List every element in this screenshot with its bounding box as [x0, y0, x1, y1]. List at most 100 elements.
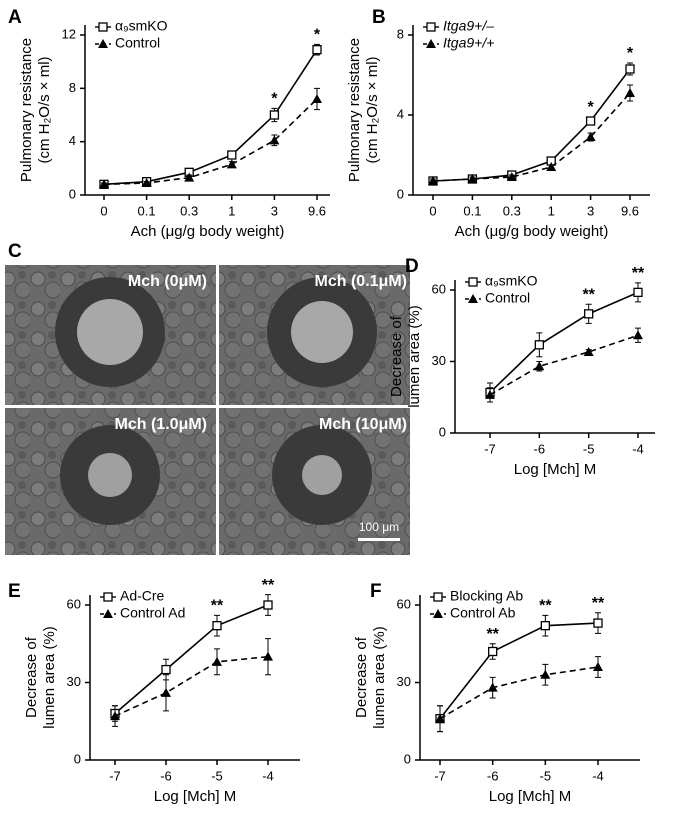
significance: **: [582, 287, 595, 304]
marker: [488, 646, 498, 657]
x-tick-label: -4: [262, 768, 274, 783]
divider: [216, 265, 219, 555]
legend-label: Control: [485, 290, 530, 306]
panel-label: B: [372, 7, 386, 28]
marker: [161, 687, 171, 697]
legend-label: Itga9+/–: [443, 18, 494, 34]
marker: [433, 592, 443, 602]
marker: [212, 621, 222, 631]
marker: [269, 110, 280, 120]
marker: [263, 651, 273, 661]
significance: *: [587, 99, 594, 116]
x-tick-label: -6: [534, 441, 546, 456]
legend-label: Control: [115, 35, 160, 51]
marker: [625, 88, 635, 97]
y-tick-label: 8: [69, 80, 76, 95]
x-tick-label: -6: [160, 768, 172, 783]
significance: *: [314, 27, 321, 44]
y-tick-label: 8: [397, 26, 404, 41]
marker: [593, 618, 603, 628]
x-tick-label: 9.6: [621, 203, 639, 218]
airway-lumen: [302, 455, 342, 495]
series-line: [114, 655, 269, 717]
micrograph-panel: Mch (0μM) Mch (0.1μM) Mch (1.0μM) Mch (1…: [5, 241, 410, 555]
x-tick-label: 9.6: [308, 203, 326, 218]
series-line: [489, 334, 639, 396]
significance: **: [539, 598, 552, 615]
y-tick-label: 60: [432, 281, 446, 296]
marker: [103, 592, 113, 602]
x-tick-label: -7: [434, 768, 446, 783]
significance: **: [632, 265, 645, 282]
marker: [583, 346, 594, 356]
marker: [226, 159, 237, 169]
caption: Mch (0.1μM): [315, 273, 407, 290]
airway-lumen: [77, 299, 143, 365]
marker: [633, 330, 643, 340]
y-axis-label: Decrease of: [353, 636, 370, 718]
x-axis-label: Ach (μg/g body weight): [455, 223, 609, 240]
marker: [435, 713, 445, 723]
significance: **: [486, 626, 499, 643]
y-tick-label: 4: [397, 106, 404, 121]
series-line: [103, 98, 318, 186]
chart: A 0 4 8 12 0 0.1 0.3 1 3 9.6 Ach (μg/g body weight)…: [8, 7, 330, 240]
x-axis-label: Log [Mch] M: [154, 788, 237, 805]
marker: [593, 662, 603, 671]
panel-label: C: [8, 241, 22, 262]
series-line: [432, 92, 631, 182]
marker: [540, 621, 550, 631]
x-tick-label: 3: [587, 203, 594, 218]
x-tick-label: -5: [583, 441, 595, 456]
marker: [110, 711, 120, 721]
marker: [312, 45, 322, 55]
legend-label: α₉smKO: [115, 18, 168, 34]
y-tick-label: 30: [67, 674, 81, 689]
significance: *: [271, 91, 278, 108]
x-tick-label: 0.3: [503, 203, 521, 218]
marker: [98, 22, 108, 32]
y-axis-label: (cm H₂O/s × ml): [36, 56, 53, 163]
y-tick-label: 60: [397, 596, 411, 611]
panel-label: F: [370, 581, 382, 602]
y-tick-label: 30: [432, 353, 446, 368]
marker: [534, 361, 545, 371]
y-axis-label: Decrease of: [388, 315, 405, 397]
marker: [487, 682, 498, 692]
x-tick-label: 0: [100, 203, 107, 218]
significance: **: [211, 598, 224, 615]
marker: [585, 132, 596, 141]
marker: [540, 669, 551, 679]
marker: [467, 174, 478, 183]
x-axis-label: Log [Mch] M: [489, 788, 572, 805]
x-axis-label: Log [Mch] M: [514, 461, 597, 478]
panel-label: A: [8, 7, 22, 28]
y-axis-label: lumen area (%): [371, 626, 388, 729]
marker: [546, 162, 557, 171]
marker: [534, 340, 544, 350]
legend-label: Control Ad: [120, 605, 185, 621]
airway-lumen: [88, 453, 132, 497]
marker: [468, 294, 478, 303]
scale-bar: [358, 538, 400, 541]
y-tick-label: 0: [69, 186, 76, 201]
marker: [625, 64, 635, 74]
marker: [468, 277, 478, 287]
y-tick-label: 60: [67, 596, 81, 611]
series-line: [489, 291, 639, 394]
significance: **: [262, 577, 275, 594]
marker: [161, 664, 171, 675]
legend-label: Blocking Ab: [450, 588, 523, 604]
x-tick-label: 0: [429, 203, 436, 218]
y-tick-label: 0: [74, 751, 81, 766]
marker: [269, 135, 280, 145]
chart: E 0 30 60 -7 -6 -5 -4 Log [Mch] M Decrease of lume…: [8, 577, 300, 805]
marker: [312, 94, 322, 103]
x-tick-label: 0.1: [463, 203, 481, 218]
marker: [99, 179, 109, 189]
marker: [426, 39, 436, 48]
caption: Mch (10μM): [319, 416, 407, 433]
y-tick-label: 4: [69, 133, 76, 148]
y-axis-label: lumen area (%): [41, 626, 58, 729]
significance: **: [592, 595, 605, 612]
